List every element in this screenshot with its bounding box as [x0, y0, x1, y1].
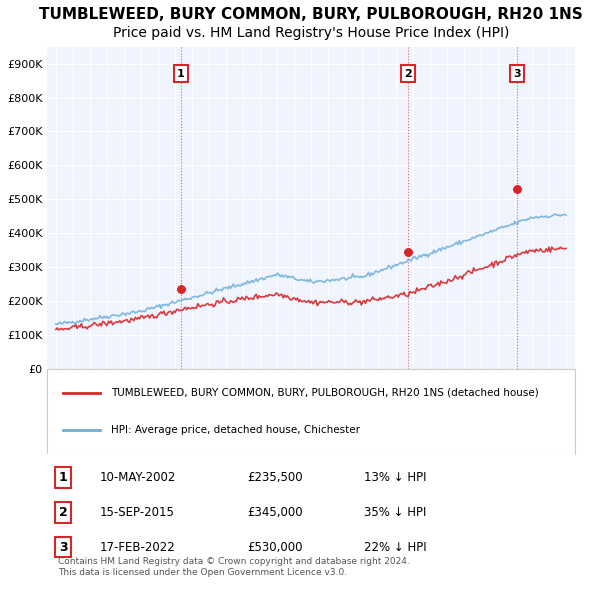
Text: £235,500: £235,500	[248, 471, 303, 484]
Text: 3: 3	[59, 540, 67, 553]
Text: 10-MAY-2002: 10-MAY-2002	[100, 471, 176, 484]
Text: 3: 3	[514, 69, 521, 79]
Text: TUMBLEWEED, BURY COMMON, BURY, PULBOROUGH, RH20 1NS (detached house): TUMBLEWEED, BURY COMMON, BURY, PULBOROUG…	[110, 388, 538, 398]
Text: 13% ↓ HPI: 13% ↓ HPI	[364, 471, 426, 484]
Text: £530,000: £530,000	[248, 540, 303, 553]
Text: 2: 2	[404, 69, 412, 79]
Text: HPI: Average price, detached house, Chichester: HPI: Average price, detached house, Chic…	[110, 425, 359, 435]
Text: 15-SEP-2015: 15-SEP-2015	[100, 506, 175, 519]
Text: 2: 2	[59, 506, 67, 519]
Text: £345,000: £345,000	[248, 506, 303, 519]
Text: 1: 1	[59, 471, 67, 484]
Text: 35% ↓ HPI: 35% ↓ HPI	[364, 506, 426, 519]
Text: Price paid vs. HM Land Registry's House Price Index (HPI): Price paid vs. HM Land Registry's House …	[113, 27, 509, 40]
Text: 1: 1	[177, 69, 185, 79]
Text: 22% ↓ HPI: 22% ↓ HPI	[364, 540, 426, 553]
Text: Contains HM Land Registry data © Crown copyright and database right 2024.
This d: Contains HM Land Registry data © Crown c…	[58, 557, 410, 576]
Title: TUMBLEWEED, BURY COMMON, BURY, PULBOROUGH, RH20 1NS: TUMBLEWEED, BURY COMMON, BURY, PULBOROUG…	[39, 7, 583, 22]
Text: 17-FEB-2022: 17-FEB-2022	[100, 540, 176, 553]
